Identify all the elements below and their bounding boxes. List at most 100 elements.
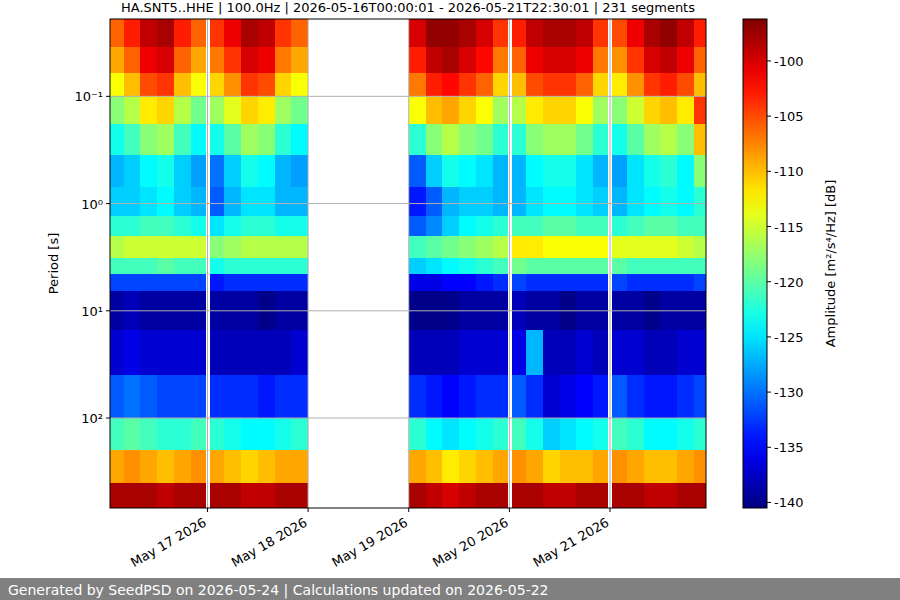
heat-cell [560,73,577,97]
heat-cell [157,47,174,72]
heat-cell [140,258,157,274]
heat-cell [426,96,443,124]
heat-cell [677,258,694,274]
heat-cell [110,483,124,508]
heat-cell [291,96,308,124]
heat-cell [191,330,206,376]
heat-cell [275,216,292,236]
heat-cell [174,47,191,72]
heat-cell [694,236,706,258]
heat-cell [191,155,206,188]
heat-cell [174,124,191,155]
x-tick [408,508,409,512]
heat-cell [409,375,426,418]
heat-cell [210,418,225,451]
heat-cell [644,47,661,72]
heat-cell [660,274,677,291]
heat-cell [258,96,275,124]
heat-cell [627,483,644,508]
heat-cell [110,375,124,418]
heat-cell [612,274,627,291]
heat-cell [627,155,644,188]
heat-cell [476,47,493,72]
heat-cell [210,258,225,274]
heat-cell [560,216,577,236]
heat-cell [191,19,206,48]
heat-cell [442,47,459,72]
heat-cell [644,375,661,418]
heat-cell [627,450,644,483]
heat-cell [560,124,577,155]
heat-cell [493,236,508,258]
heat-cell [560,450,577,483]
heat-cell [291,450,308,483]
heat-cell [526,73,543,97]
heat-cell [512,450,527,483]
heat-cell [526,258,543,274]
heat-cell [157,236,174,258]
heat-cell [174,375,191,418]
colorbar-tick [767,281,771,282]
heat-cell [660,330,677,376]
heat-cell [560,375,577,418]
heat-cell [275,258,292,274]
heat-cell [576,274,593,291]
heat-cell [426,216,443,236]
heat-cell [512,375,527,418]
heat-cell [426,155,443,188]
heat-cell [644,330,661,376]
heat-cell [258,187,275,216]
heat-cell [593,450,608,483]
heat-cell [476,330,493,376]
colorbar-tick [767,447,771,448]
heat-cell [576,96,593,124]
heat-cell [409,96,426,124]
heat-cell [191,47,206,72]
heat-cell [110,155,124,188]
heat-cell [694,375,706,418]
heat-cell [560,418,577,451]
heat-cell [157,155,174,188]
y-tick [106,203,110,204]
heat-cell [512,330,527,376]
x-tick [509,508,510,512]
heat-cell [210,236,225,258]
heat-cell [110,187,124,216]
y-tick-label: 10⁻¹ [74,89,103,104]
heat-cell [210,47,225,72]
y-tick-label: 10⁰ [81,197,103,212]
heat-cell [543,236,560,258]
heat-cell [459,274,476,291]
heat-cell [124,483,141,508]
heat-cell [644,258,661,274]
heat-cell [593,483,608,508]
heat-cell [476,19,493,48]
heat-cell [627,236,644,258]
heat-cell [627,96,644,124]
heat-cell [493,330,508,376]
heat-cell [157,73,174,97]
heat-cell [258,375,275,418]
heat-cell [426,73,443,97]
heat-cell [174,483,191,508]
heat-cell [476,73,493,97]
heat-cell [526,418,543,451]
heat-cell [291,124,308,155]
heat-cell [241,96,258,124]
heat-cell [241,236,258,258]
heat-cell [426,19,443,48]
heat-cell [110,124,124,155]
heat-cell [275,187,292,216]
heat-cell [241,124,258,155]
heat-cell [543,330,560,376]
heat-cell [677,375,694,418]
heat-cell [409,19,426,48]
colorbar-tick-label: -140 [774,495,804,510]
x-tick-label: May 20 2026 [430,515,511,570]
heat-cell [512,483,527,508]
heat-cell [593,258,608,274]
heat-cell [426,236,443,258]
heat-cell [140,483,157,508]
heat-cell [677,124,694,155]
heat-cell [560,19,577,48]
